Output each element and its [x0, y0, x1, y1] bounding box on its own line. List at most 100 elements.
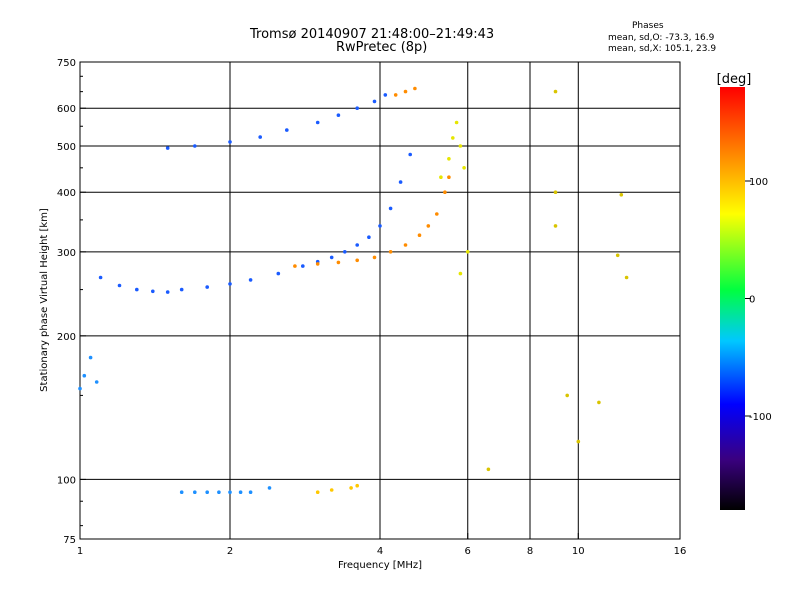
data-point	[372, 99, 377, 104]
data-point	[193, 144, 197, 148]
data-point	[82, 373, 87, 378]
y-tick-label: 100	[57, 475, 76, 486]
data-point	[248, 490, 253, 495]
x-tick-label: 1	[77, 546, 83, 557]
data-point	[217, 490, 221, 495]
data-point	[78, 386, 82, 391]
x-tick-label: 2	[227, 546, 233, 557]
y-tick-label: 750	[57, 58, 76, 69]
data-point	[458, 144, 463, 148]
data-point	[193, 490, 197, 495]
y-tick-label: 300	[57, 248, 76, 259]
data-point	[117, 283, 122, 288]
data-point	[336, 113, 341, 117]
data-point	[329, 488, 334, 492]
data-point	[565, 393, 569, 398]
data-point	[205, 285, 209, 289]
data-point	[179, 287, 184, 292]
data-point	[597, 400, 601, 405]
chart-subtitle: RwPretec (8p)	[336, 40, 428, 55]
data-point	[301, 264, 305, 268]
chart-title: Tromsø 20140907 21:48:00–21:49:43	[250, 27, 495, 42]
data-point	[451, 136, 455, 140]
data-point	[285, 128, 289, 132]
data-point	[486, 467, 491, 472]
data-points	[78, 86, 629, 495]
data-point	[393, 93, 398, 97]
data-point	[135, 287, 139, 292]
colorbar-ticks: 100 0 -100	[745, 177, 772, 423]
data-point	[238, 490, 243, 495]
data-point	[165, 290, 170, 294]
data-point	[413, 86, 417, 91]
phases-o-stats: mean, sd,O: -73.3, 16.9	[608, 33, 715, 43]
phases-title: Phases	[632, 21, 664, 31]
data-point	[315, 120, 320, 125]
data-point	[276, 271, 281, 276]
data-point	[388, 250, 393, 254]
data-point	[88, 355, 93, 360]
colorbar-label: [deg]	[717, 72, 752, 87]
y-tick-label: 400	[57, 188, 76, 199]
data-point	[336, 260, 341, 265]
y-axis-label: Stationary phase Virtual Height [km]	[39, 208, 50, 392]
data-point	[293, 264, 297, 268]
x-axis-label: Frequency [MHz]	[338, 560, 422, 571]
grid-lines	[80, 62, 680, 539]
data-point	[398, 180, 403, 184]
data-point	[179, 490, 184, 495]
data-point	[403, 89, 408, 94]
data-point	[165, 146, 170, 150]
data-point	[447, 175, 451, 179]
x-tick-label: 10	[572, 546, 585, 557]
data-point	[258, 135, 263, 139]
data-point	[228, 490, 232, 495]
data-point	[615, 253, 620, 258]
data-point	[367, 235, 371, 239]
data-point	[329, 255, 334, 260]
data-point	[98, 275, 103, 280]
data-point	[439, 175, 443, 179]
phases-x-stats: mean, sd,X: 105.1, 23.9	[608, 44, 717, 54]
data-point	[465, 250, 470, 254]
data-point	[408, 152, 413, 157]
data-point	[576, 439, 581, 444]
x-tick-label: 8	[527, 546, 533, 557]
data-point	[315, 490, 320, 495]
data-point	[619, 193, 624, 197]
data-point	[248, 278, 253, 282]
data-point	[151, 289, 155, 294]
colorbar-tick-label: -100	[749, 412, 772, 423]
data-point	[267, 486, 272, 490]
data-point	[624, 275, 629, 280]
data-point	[417, 233, 422, 237]
y-tick-label: 200	[57, 332, 76, 343]
x-tick-label: 6	[465, 546, 471, 557]
colorbar-tick-label: 100	[749, 177, 768, 188]
data-point	[205, 490, 209, 495]
data-point	[403, 243, 408, 247]
x-tick-label: 16	[674, 546, 687, 557]
data-point	[355, 483, 360, 488]
data-point	[443, 190, 447, 194]
data-point	[372, 255, 377, 260]
data-point	[228, 282, 232, 286]
data-point	[315, 262, 320, 266]
data-point	[355, 243, 360, 247]
y-tick-label: 500	[57, 142, 76, 153]
x-tick-label: 4	[377, 546, 383, 557]
y-tick-label: 600	[57, 104, 76, 115]
data-point	[435, 212, 439, 216]
colorbar-tick-label: 0	[749, 295, 755, 306]
data-point	[458, 271, 463, 276]
axes: 1 2 4 6 8 10 16 75 100 200 300 400 500 600 750	[57, 58, 686, 557]
y-tick-label: 75	[63, 535, 76, 546]
data-point	[388, 206, 393, 211]
data-point	[355, 106, 360, 110]
data-point	[228, 140, 232, 144]
data-point	[462, 166, 466, 170]
data-point	[94, 380, 99, 384]
data-point	[553, 89, 558, 94]
data-point	[349, 486, 353, 490]
